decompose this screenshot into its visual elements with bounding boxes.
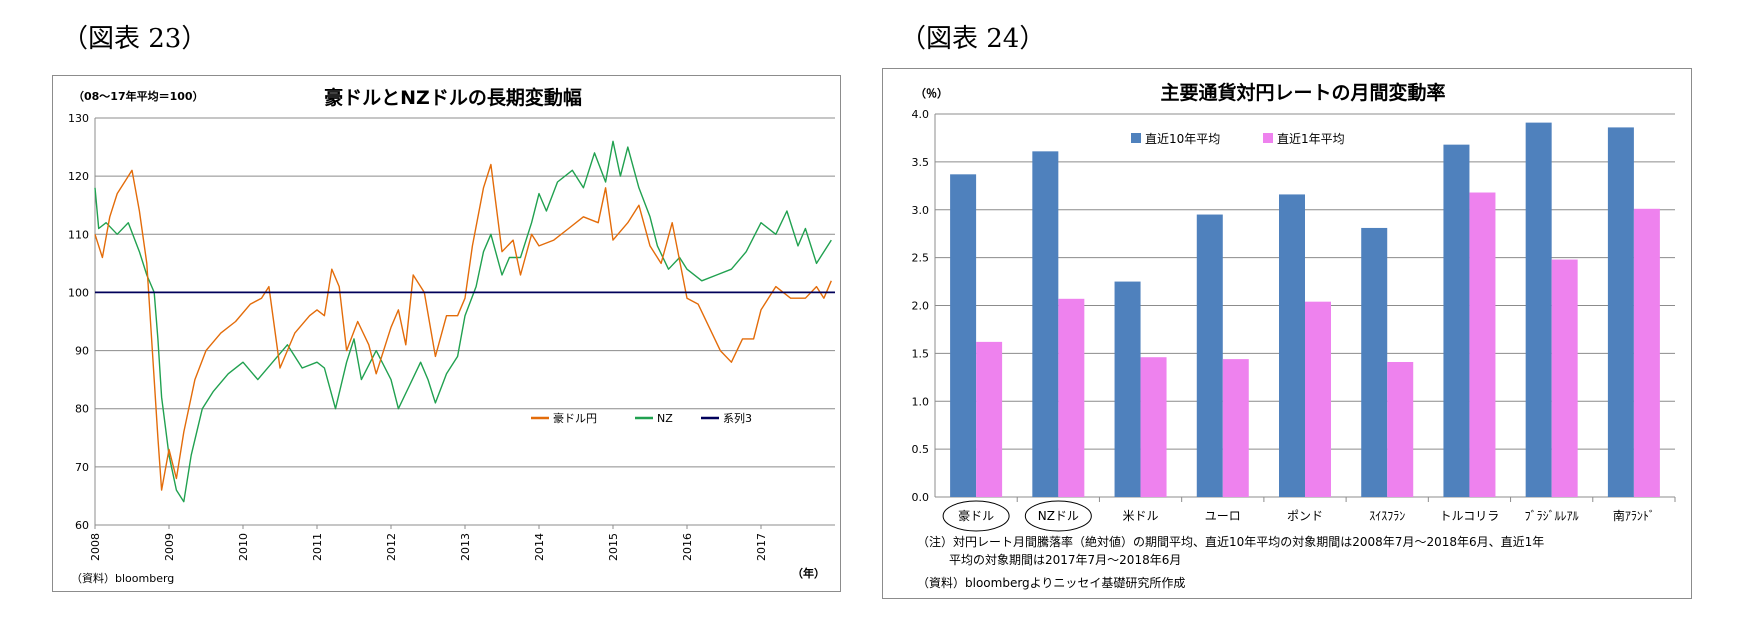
bar-one-year bbox=[1058, 298, 1085, 497]
bar-ten-year bbox=[1361, 227, 1388, 497]
x-tick-label: 2012 bbox=[385, 533, 398, 561]
y-tick-label: 80 bbox=[75, 403, 89, 416]
x-tick-label: ユーロ bbox=[1205, 509, 1241, 523]
line-chart: （08～17年平均＝100） 豪ドルとNZドルの長期変動幅 60 70 80 90 100 1… bbox=[68, 86, 835, 585]
legend-label: 豪ドル円 bbox=[553, 411, 597, 425]
source-note: （資料）bloomberg bbox=[71, 571, 174, 585]
bar-ten-year bbox=[1196, 214, 1223, 497]
bar-one-year bbox=[1387, 361, 1414, 497]
bar-ten-year bbox=[950, 174, 977, 497]
category-circle bbox=[942, 500, 1010, 532]
legend-swatch bbox=[1263, 133, 1273, 143]
y-tick-label: 2.5 bbox=[912, 252, 930, 265]
bar-one-year bbox=[1222, 359, 1249, 497]
bar-one-year bbox=[1551, 259, 1578, 497]
chart-title: 主要通貨対円レートの月間変動率 bbox=[1160, 81, 1445, 104]
note-line: 平均の対象期間は2017年7月～2018年6月 bbox=[949, 553, 1181, 567]
y-tick-label: 3.5 bbox=[912, 156, 930, 169]
bar-chart: 主要通貨対円レートの月間変動率 （％） 0.0 0.5 1.0 1.5 2.0 2.5 3.0 3… bbox=[912, 81, 1676, 590]
x-tick-label: ｽｲｽﾌﾗﾝ bbox=[1369, 509, 1405, 523]
bar-ten-year bbox=[1032, 151, 1059, 497]
y-tick-label: 120 bbox=[68, 170, 89, 183]
x-tick-label: 2011 bbox=[311, 533, 324, 561]
figure-label-23: （図表 23） bbox=[62, 24, 208, 54]
bar-ten-year bbox=[1525, 122, 1552, 498]
y-tick-label: 90 bbox=[75, 345, 89, 358]
y-tick-label: 60 bbox=[75, 519, 89, 532]
y-tick-label: 1.0 bbox=[912, 395, 930, 408]
bar-one-year bbox=[1140, 357, 1167, 497]
x-tick-label: ポンド bbox=[1287, 509, 1323, 523]
legend-label: 系列3 bbox=[723, 411, 752, 425]
legend-swatch bbox=[1131, 133, 1141, 143]
x-tick-label: 2009 bbox=[163, 533, 176, 561]
x-tick-label: 南ｱﾗﾝﾄﾞ bbox=[1613, 508, 1655, 523]
bar-one-year bbox=[1469, 192, 1496, 497]
x-axis-label: （年） bbox=[792, 566, 825, 580]
y-tick-label: 3.0 bbox=[912, 204, 930, 217]
x-tick-label: 豪ドル bbox=[958, 508, 994, 523]
x-tick-label: 2016 bbox=[681, 533, 694, 561]
bar-one-year bbox=[1633, 208, 1660, 498]
y-tick-label: 4.0 bbox=[912, 108, 930, 121]
y-tick-label: 0.5 bbox=[912, 443, 930, 456]
y-tick-label: 70 bbox=[75, 461, 89, 474]
x-tick-label: 2010 bbox=[237, 533, 250, 561]
bar-ten-year bbox=[1443, 144, 1470, 497]
y-tick-label: 1.5 bbox=[912, 347, 930, 360]
y-tick-label: 0.0 bbox=[912, 491, 930, 504]
y-tick-label: 110 bbox=[68, 228, 89, 241]
x-tick-label: 2013 bbox=[459, 533, 472, 561]
legend-label: 直近10年平均 bbox=[1145, 132, 1220, 146]
y-tick-label: 100 bbox=[68, 286, 89, 299]
bar-ten-year bbox=[1114, 281, 1141, 497]
x-tick-label: 2008 bbox=[89, 533, 102, 561]
bar-one-year bbox=[976, 341, 1003, 497]
x-tick-label: 2015 bbox=[607, 533, 620, 561]
figure-label-24: （図表 24） bbox=[900, 24, 1046, 54]
y-tick-label: 2.0 bbox=[912, 300, 930, 313]
note-line: （資料）bloombergよりニッセイ基礎研究所作成 bbox=[917, 575, 1185, 590]
bar-ten-year bbox=[1279, 194, 1305, 497]
x-tick-label: 2014 bbox=[533, 533, 546, 561]
legend-label: NZ bbox=[657, 412, 673, 425]
series-line-1 bbox=[94, 140, 832, 503]
x-tick-label: NZドル bbox=[1038, 509, 1079, 523]
category-circle bbox=[1024, 500, 1092, 532]
legend-label: 直近1年平均 bbox=[1277, 132, 1345, 146]
note-line: （注）対円レート月間騰落率（絶対値）の期間平均、直近10年平均の対象期間は200… bbox=[917, 534, 1544, 549]
line-chart-panel: （08～17年平均＝100） 豪ドルとNZドルの長期変動幅 60 70 80 90 100 1… bbox=[52, 75, 841, 592]
chart-title: 豪ドルとNZドルの長期変動幅 bbox=[324, 86, 582, 109]
y-tick-label: 130 bbox=[68, 112, 89, 125]
bar-chart-panel: 主要通貨対円レートの月間変動率 （％） 0.0 0.5 1.0 1.5 2.0 2.5 3.0 3… bbox=[882, 68, 1692, 599]
x-tick-label: 米ドル bbox=[1123, 509, 1159, 523]
bar-ten-year bbox=[1607, 127, 1634, 497]
unit-label: （％） bbox=[915, 87, 948, 100]
x-tick-label: 2017 bbox=[755, 533, 768, 561]
x-tick-label: トルコリラ bbox=[1440, 509, 1500, 523]
unit-label: （08～17年平均＝100） bbox=[73, 89, 204, 103]
bar-one-year bbox=[1305, 301, 1331, 497]
x-tick-label: ﾌﾞﾗｼﾞﾙﾚｱﾙ bbox=[1525, 509, 1579, 523]
